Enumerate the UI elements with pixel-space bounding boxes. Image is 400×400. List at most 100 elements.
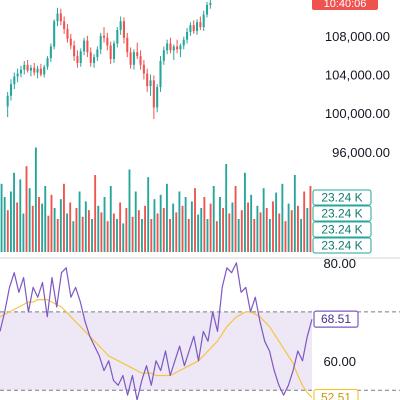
candle-body bbox=[126, 37, 129, 53]
volume-badge-text: 23.24 K bbox=[321, 239, 362, 253]
candle-body bbox=[89, 52, 92, 63]
candle-body bbox=[112, 43, 116, 60]
candle-body bbox=[122, 21, 125, 38]
volume-bar bbox=[44, 186, 47, 252]
volume-bar bbox=[194, 188, 196, 252]
volume-bar bbox=[272, 201, 274, 252]
volume-bar bbox=[200, 208, 203, 252]
candle-body bbox=[99, 35, 102, 50]
volume-bar bbox=[190, 201, 193, 252]
volume-bar bbox=[56, 219, 59, 252]
volume-bar bbox=[41, 203, 44, 252]
volume-bar bbox=[306, 208, 309, 252]
volume-bar bbox=[169, 219, 171, 252]
volume-bar bbox=[284, 221, 287, 252]
candle-body bbox=[169, 43, 172, 51]
volume-bar bbox=[234, 186, 237, 252]
candle-body bbox=[189, 25, 192, 32]
candle-body bbox=[119, 21, 122, 30]
volume-bar bbox=[94, 175, 97, 252]
volume-bar bbox=[81, 216, 84, 252]
volume-bar bbox=[275, 192, 278, 252]
candle-body bbox=[43, 66, 46, 75]
candle-body bbox=[6, 95, 9, 107]
oscillator-badge-text: 68.51 bbox=[321, 312, 351, 326]
volume-bar bbox=[197, 214, 200, 252]
candle-body bbox=[199, 22, 202, 28]
candle-body bbox=[69, 38, 72, 46]
volume-bar bbox=[116, 219, 118, 252]
candle-body bbox=[46, 58, 49, 67]
volume-bar bbox=[215, 221, 218, 252]
volume-bar bbox=[16, 202, 19, 252]
candle-body bbox=[209, 2, 212, 5]
volume-bar bbox=[159, 194, 162, 252]
candle-body bbox=[152, 80, 155, 108]
volume-bar bbox=[28, 188, 31, 252]
price-tick-label: 104,000.00 bbox=[325, 67, 390, 82]
volume-bar bbox=[53, 208, 56, 252]
candle-body bbox=[159, 60, 162, 88]
candle-body bbox=[33, 67, 36, 73]
volume-bar bbox=[184, 197, 187, 252]
volume-bar bbox=[219, 197, 221, 252]
candle-body bbox=[96, 49, 99, 58]
volume-bar bbox=[6, 210, 9, 252]
oscillator-tick-label: 80.00 bbox=[323, 256, 356, 271]
volume-bar bbox=[153, 199, 156, 252]
candle-body bbox=[86, 40, 89, 53]
candle-body bbox=[156, 87, 159, 108]
volume-bar bbox=[112, 213, 115, 252]
volume-bar bbox=[84, 201, 87, 252]
volume-bar bbox=[66, 213, 69, 252]
volume-bar bbox=[69, 202, 72, 252]
volume-bar bbox=[250, 194, 253, 252]
candle-body bbox=[23, 64, 26, 70]
volume-bar bbox=[38, 197, 40, 252]
volume-bar bbox=[278, 213, 281, 252]
volume-bar bbox=[147, 177, 150, 252]
volume-bar bbox=[106, 221, 109, 252]
volume-bar bbox=[134, 191, 137, 252]
candle-body bbox=[142, 64, 145, 74]
volume-bar bbox=[13, 172, 15, 252]
volume-bar bbox=[109, 186, 112, 252]
volume-badge-bg bbox=[312, 205, 372, 222]
volume-bar bbox=[237, 219, 240, 252]
volume-bar bbox=[156, 213, 159, 252]
volume-bar bbox=[162, 208, 165, 252]
volume-bar bbox=[78, 191, 81, 252]
price-tick-label: 100,000.00 bbox=[325, 106, 390, 121]
volume-bar bbox=[259, 212, 262, 252]
candle-body bbox=[139, 56, 142, 65]
clock-badge-text: 10:40:06 bbox=[324, 0, 367, 10]
volume-bar bbox=[131, 216, 134, 252]
volume-bar bbox=[265, 208, 268, 252]
candle-body bbox=[16, 73, 19, 77]
volume-bar bbox=[297, 205, 299, 252]
volume-bar bbox=[47, 215, 50, 252]
candle-body bbox=[93, 57, 96, 63]
volume-bar bbox=[31, 205, 34, 252]
candle-body bbox=[129, 52, 132, 65]
volume-bar bbox=[9, 191, 12, 252]
candle-body bbox=[83, 40, 86, 52]
candle-body bbox=[172, 46, 175, 51]
volume-badge-text: 23.24 K bbox=[321, 207, 362, 221]
volume-bar bbox=[100, 212, 103, 252]
candle-body bbox=[36, 68, 39, 73]
clock-badge: 10:40:06 bbox=[312, 0, 378, 10]
volume-bar bbox=[25, 166, 28, 252]
candle-body bbox=[29, 67, 32, 71]
candle-body bbox=[176, 46, 179, 50]
volume-bar bbox=[87, 210, 90, 252]
volume-badge-bg bbox=[312, 189, 372, 206]
volume-bar bbox=[75, 208, 78, 252]
candle-body bbox=[109, 45, 112, 60]
volume-bar bbox=[231, 202, 234, 252]
candle-body bbox=[73, 45, 76, 57]
volume-bar bbox=[125, 208, 128, 252]
candle-body bbox=[102, 35, 106, 38]
candle-body bbox=[192, 25, 195, 31]
